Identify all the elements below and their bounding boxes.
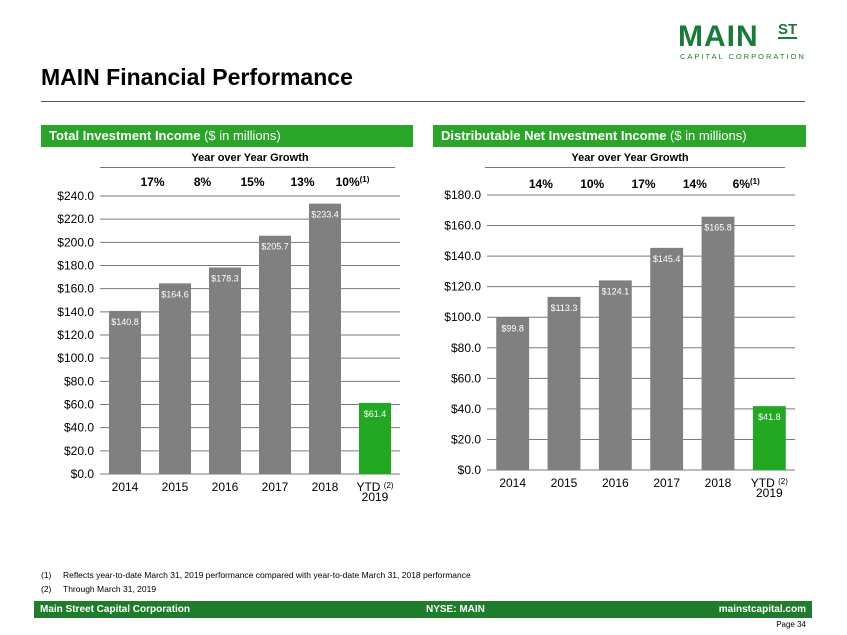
footnote-1-text: Reflects year-to-date March 31, 2019 per… — [63, 570, 471, 580]
footnote-2-text: Through March 31, 2019 — [63, 584, 157, 594]
tii-category-label: 2018 — [312, 480, 339, 494]
left-growth-title: Year over Year Growth — [191, 152, 309, 164]
dnii-ytick-label: $120.0 — [444, 280, 481, 294]
tii-growth-label: 17% — [140, 175, 164, 189]
tii-ytick-label: $40.0 — [64, 421, 94, 435]
dnii-category-label: 2017 — [653, 476, 680, 490]
footer-website-link[interactable]: mainstcapital.com — [718, 604, 806, 615]
footnote-2: (2) Through March 31, 2019 — [41, 582, 471, 596]
tii-ytick-label: $160.0 — [57, 282, 94, 296]
tii-ytick-label: $100.0 — [57, 351, 94, 365]
dnii-ytick-label: $160.0 — [444, 219, 481, 233]
tii-ytick-label: $20.0 — [64, 444, 94, 458]
tii-growth-label: 15% — [240, 175, 264, 189]
tii-ytick-label: $220.0 — [57, 212, 94, 226]
tii-bar — [159, 283, 191, 474]
logo-subtitle: CAPITAL CORPORATION — [680, 52, 806, 61]
dnii-data-label: $165.8 — [704, 223, 732, 233]
tii-bar — [309, 203, 341, 474]
dnii-ytick-label: $80.0 — [451, 341, 481, 355]
tii-ytick-label: $180.0 — [57, 259, 94, 273]
dnii-data-label: $113.3 — [551, 303, 578, 313]
tii-data-label: $233.4 — [311, 210, 339, 220]
tii-ytick-label: $140.0 — [57, 305, 94, 319]
tii-bar — [109, 310, 141, 474]
dnii-ytick-label: $20.0 — [451, 432, 481, 446]
logo-main-text: MAIN — [678, 20, 759, 53]
tii-category-label: 2014 — [112, 480, 139, 494]
dnii-data-label: $99.8 — [501, 324, 524, 334]
tii-data-label: $164.6 — [161, 289, 189, 299]
left-growth-rule — [100, 167, 395, 168]
dnii-category-label: 2016 — [602, 476, 629, 490]
tii-bar — [209, 267, 241, 474]
dnii-ytick-label: $60.0 — [451, 371, 481, 385]
dnii-growth-label: 14% — [529, 177, 553, 191]
tii-data-label: $61.4 — [364, 409, 387, 419]
dnii-bar — [598, 280, 632, 470]
tii-growth-label: 13% — [290, 175, 314, 189]
distributable-nii-chart: $0.0 $20.0 $40.0 $60.0 $80.0 $100.0 $120.0 $140… — [444, 177, 795, 500]
right-panel-header: Distributable Net Investment Income ($ i… — [433, 125, 806, 147]
tii-category-label: 2017 — [262, 480, 289, 494]
dnii-bar — [701, 216, 735, 470]
tii-ytick-label: $120.0 — [57, 328, 94, 342]
tii-category-label: YTD (2) 2019 — [356, 480, 393, 504]
dnii-growth-label: 10% — [580, 177, 604, 191]
dnii-bar — [752, 406, 786, 470]
dnii-bar — [496, 317, 530, 470]
tii-category-label: 2015 — [162, 480, 189, 494]
tii-data-label: $205.7 — [261, 242, 289, 252]
dnii-category-label: YTD (2) 2019 — [751, 476, 788, 500]
tii-ytick-label: $200.0 — [57, 235, 94, 249]
tii-ytick-label: $60.0 — [64, 398, 94, 412]
dnii-category-label: 2014 — [499, 476, 526, 490]
dnii-bar — [547, 296, 581, 470]
tii-growth-label: 8% — [194, 175, 212, 189]
dnii-ytick-label: $40.0 — [451, 402, 481, 416]
right-growth-title: Year over Year Growth — [571, 152, 689, 164]
right-panel-header-rest: ($ in millions) — [666, 128, 747, 143]
footer-company: Main Street Capital Corporation — [40, 604, 191, 615]
footer-ticker: NYSE: MAIN — [426, 604, 485, 615]
dnii-category-label: 2015 — [551, 476, 578, 490]
dnii-growth-label: 14% — [683, 177, 707, 191]
footnote-1-number: (1) — [41, 570, 52, 580]
left-panel-header-bold: Total Investment Income — [49, 128, 201, 143]
dnii-data-label: $145.4 — [653, 254, 681, 264]
tii-growth-label: 10%(1) — [336, 175, 370, 189]
tii-category-label: 2016 — [212, 480, 239, 494]
left-panel-header-rest: ($ in millions) — [200, 128, 281, 143]
total-investment-income-chart: $0.0 $20.0 $40.0 $60.0 $80.0 $100.0 $120.0 $140… — [57, 175, 400, 504]
dnii-bar — [650, 247, 684, 470]
dnii-category-label: 2018 — [705, 476, 732, 490]
logo-st-text: ST — [778, 21, 798, 39]
tii-data-label: $178.3 — [211, 273, 239, 283]
left-panel-header: Total Investment Income ($ in millions) — [41, 125, 413, 147]
tii-ytick-label: $240.0 — [57, 189, 94, 203]
title-divider — [41, 101, 805, 102]
dnii-data-label: $124.1 — [602, 286, 630, 296]
company-logo: MAIN ST CAPITAL CORPORATION — [678, 22, 818, 62]
dnii-ytick-label: $180.0 — [444, 188, 481, 202]
page-number: Page 34 — [776, 620, 806, 629]
dnii-data-label: $41.8 — [758, 412, 781, 422]
tii-ytick-label: $0.0 — [71, 467, 95, 481]
dnii-ytick-label: $140.0 — [444, 249, 481, 263]
footer-bar: Main Street Capital Corporation NYSE: MA… — [34, 601, 812, 618]
dnii-growth-label: 17% — [632, 177, 656, 191]
dnii-ytick-label: $100.0 — [444, 310, 481, 324]
footnote-1: (1) Reflects year-to-date March 31, 2019… — [41, 568, 471, 582]
tii-bar — [259, 235, 291, 474]
footnotes: (1) Reflects year-to-date March 31, 2019… — [41, 568, 471, 596]
footnote-2-number: (2) — [41, 584, 52, 594]
right-growth-rule — [485, 167, 785, 168]
right-panel-header-bold: Distributable Net Investment Income — [441, 128, 667, 143]
tii-data-label: $140.8 — [111, 317, 139, 327]
dnii-ytick-label: $0.0 — [458, 463, 482, 477]
page-title: MAIN Financial Performance — [41, 64, 353, 90]
tii-ytick-label: $80.0 — [64, 374, 94, 388]
tii-bar — [359, 402, 391, 474]
dnii-growth-label: 6%(1) — [733, 177, 760, 191]
